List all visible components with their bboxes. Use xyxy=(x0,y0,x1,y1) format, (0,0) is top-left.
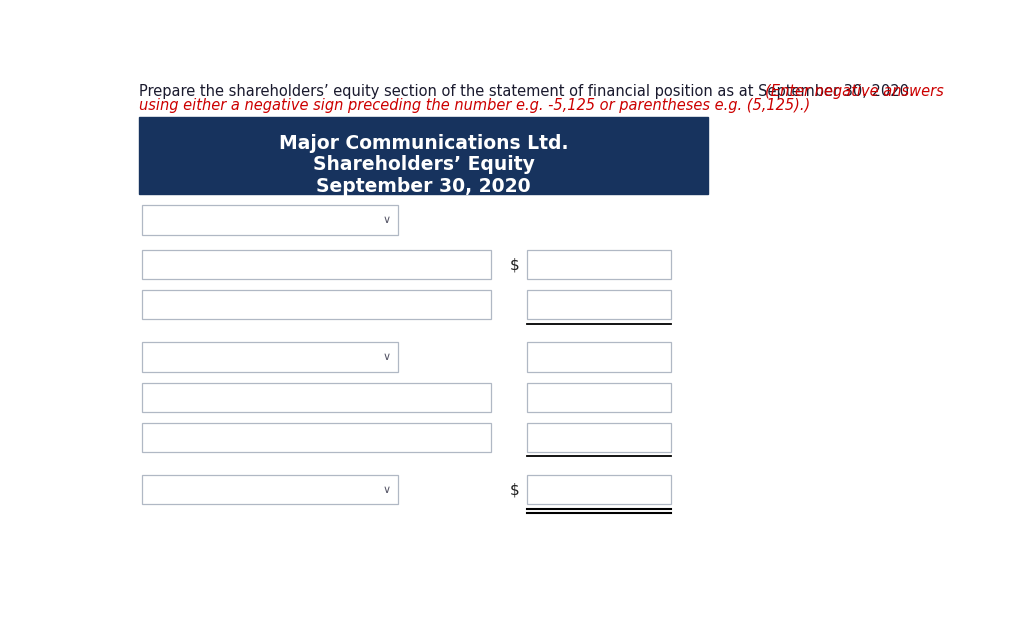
Text: ∨: ∨ xyxy=(383,484,391,494)
Bar xyxy=(142,342,397,372)
Bar xyxy=(139,117,709,194)
Text: $: $ xyxy=(509,482,519,497)
Bar xyxy=(527,475,671,504)
Bar xyxy=(142,383,490,412)
Bar xyxy=(527,383,671,412)
Text: ∨: ∨ xyxy=(383,352,391,362)
Bar xyxy=(527,422,671,452)
Text: Major Communications Ltd.: Major Communications Ltd. xyxy=(279,134,568,153)
Bar xyxy=(527,290,671,319)
Text: $: $ xyxy=(509,257,519,272)
Bar xyxy=(527,342,671,372)
Bar xyxy=(142,422,490,452)
Bar xyxy=(142,206,397,235)
Bar xyxy=(142,475,397,504)
Text: (Enter negative answers: (Enter negative answers xyxy=(765,84,944,99)
Bar xyxy=(527,250,671,279)
Text: September 30, 2020: September 30, 2020 xyxy=(316,177,531,196)
Bar xyxy=(142,250,490,279)
Text: ∨: ∨ xyxy=(383,215,391,225)
Text: using either a negative sign preceding the number e.g. -5,125 or parentheses e.g: using either a negative sign preceding t… xyxy=(139,97,810,112)
Text: Shareholders’ Equity: Shareholders’ Equity xyxy=(312,155,535,175)
Bar xyxy=(142,290,490,319)
Text: Prepare the shareholders’ equity section of the statement of financial position : Prepare the shareholders’ equity section… xyxy=(139,84,913,99)
